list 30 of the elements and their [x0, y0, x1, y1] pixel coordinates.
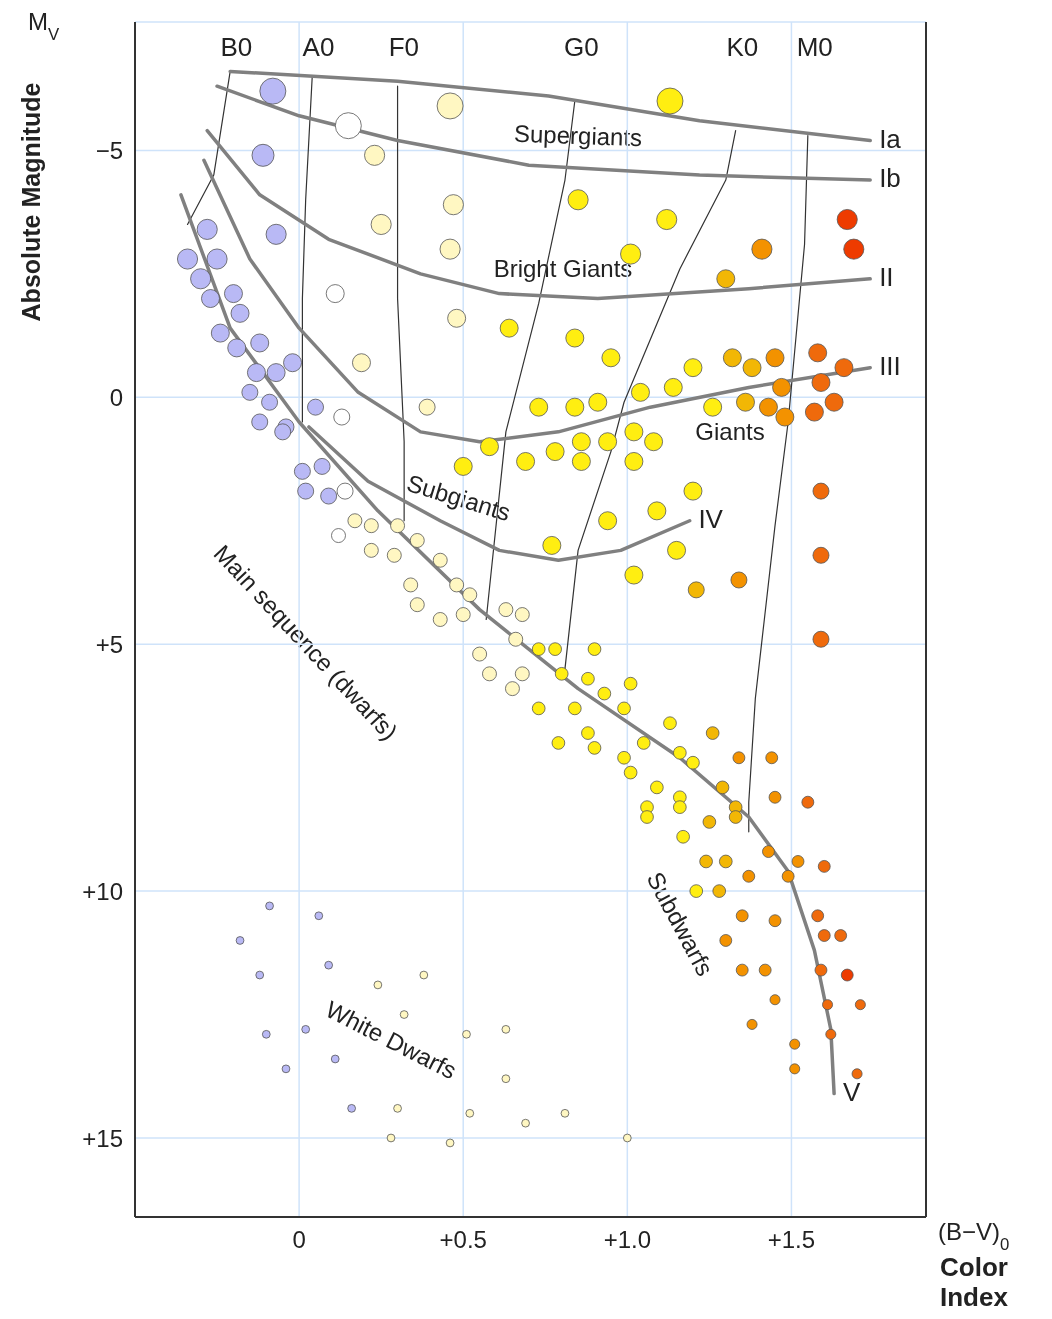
series-label: II	[879, 261, 894, 292]
series-label: V	[842, 1076, 861, 1107]
series-label: B0	[220, 32, 253, 62]
x-tick-label: +1.5	[767, 1226, 816, 1254]
line-series	[179, 193, 836, 1096]
line-series	[301, 75, 313, 423]
series-label: Ib	[879, 162, 901, 193]
series-label: IV	[698, 503, 724, 534]
annotation: Giants	[695, 418, 765, 446]
y-axis-title: Absolute Magnitude	[17, 82, 45, 322]
x-tick-label: +0.5	[439, 1226, 487, 1254]
x-axis-title: Color Index	[940, 1252, 1009, 1312]
text: (B−V)$_{0}$	[938, 1218, 1010, 1254]
text: K0	[726, 32, 759, 62]
series-label: G0	[564, 32, 599, 62]
series-label: A0	[302, 32, 335, 62]
text: M$_{V}$	[28, 8, 60, 44]
x-tick-label: +1.0	[603, 1226, 652, 1254]
y-tick-label: +10	[82, 877, 123, 905]
series-label: Ia	[879, 123, 902, 154]
x-tick-label: 0	[292, 1226, 306, 1254]
line-series	[307, 425, 692, 562]
series-label: F0	[388, 32, 420, 62]
y-tick-label: +15	[82, 1124, 123, 1152]
y-tick-label: 0	[109, 383, 123, 411]
series-label: III	[879, 350, 901, 381]
y-tick-label: −5	[95, 136, 123, 164]
line-series	[215, 84, 872, 182]
y-tick-label: +5	[95, 630, 123, 658]
text: M0	[796, 32, 833, 62]
